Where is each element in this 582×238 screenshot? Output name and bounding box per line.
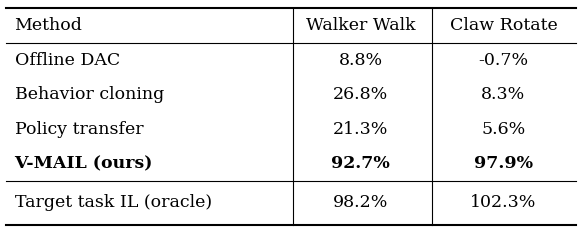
Text: Target task IL (oracle): Target task IL (oracle) [15,194,212,211]
Text: Method: Method [15,17,83,34]
Text: 21.3%: 21.3% [333,121,389,138]
Text: 97.9%: 97.9% [474,155,533,172]
Text: Offline DAC: Offline DAC [15,52,120,69]
Text: 98.2%: 98.2% [333,194,389,211]
Text: 8.3%: 8.3% [481,86,526,103]
Text: V-MAIL (ours): V-MAIL (ours) [15,155,153,172]
Text: Walker Walk: Walker Walk [306,17,416,34]
Text: -0.7%: -0.7% [478,52,528,69]
Text: 5.6%: 5.6% [481,121,526,138]
Text: Policy transfer: Policy transfer [15,121,143,138]
Text: Claw Rotate: Claw Rotate [449,17,558,34]
Text: 26.8%: 26.8% [333,86,389,103]
Text: Behavior cloning: Behavior cloning [15,86,164,103]
Text: 102.3%: 102.3% [470,194,537,211]
Text: 8.8%: 8.8% [339,52,383,69]
Text: 92.7%: 92.7% [332,155,391,172]
